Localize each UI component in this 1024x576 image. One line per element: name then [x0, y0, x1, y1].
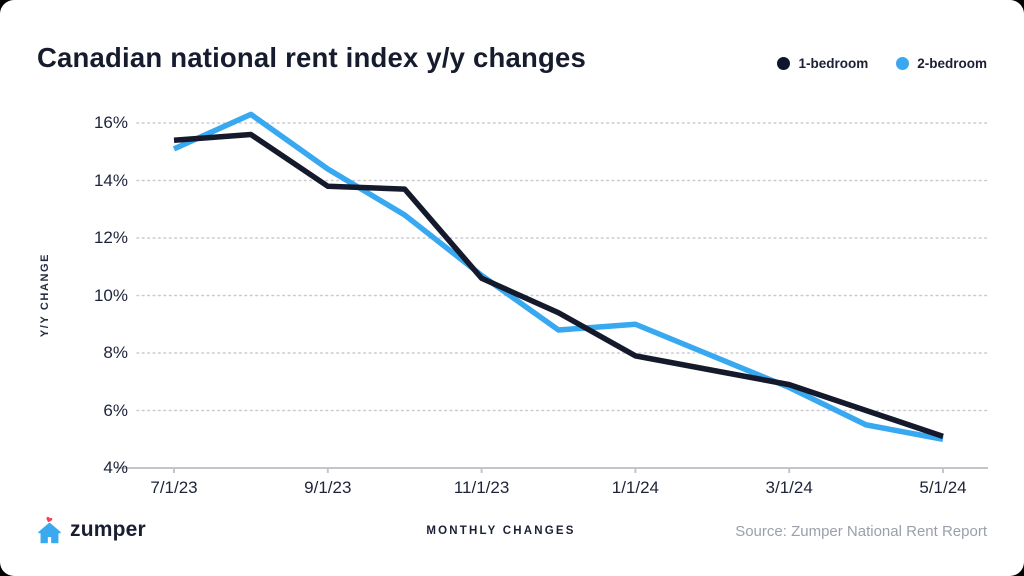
series-line-1-bedroom — [173, 131, 944, 439]
y-tick-label: 12% — [93, 228, 128, 247]
x-tick-label: 3/1/24 — [765, 478, 813, 497]
y-tick-label: 16% — [93, 113, 128, 132]
legend-item-2-bedroom[interactable]: 2-bedroom — [896, 56, 987, 71]
legend-dot-2-bedroom-icon — [896, 57, 910, 70]
legend-label: 2-bedroom — [917, 56, 987, 71]
x-tick-label: 9/1/23 — [304, 478, 352, 497]
source-attribution: Source: Zumper National Rent Report — [735, 523, 987, 540]
zumper-wordmark: zumper — [70, 518, 146, 541]
y-tick-label: 4% — [103, 458, 128, 477]
x-tick-label: 7/1/23 — [150, 478, 198, 497]
legend-item-1-bedroom[interactable]: 1-bedroom — [777, 56, 868, 71]
y-tick-label: 8% — [103, 343, 128, 362]
series-line-2-bedroom — [172, 111, 944, 442]
y-tick-label: 14% — [93, 170, 128, 190]
heart-icon — [46, 516, 53, 523]
y-tick-label: 10% — [93, 285, 128, 305]
legend-dot-1-bedroom-icon — [777, 57, 791, 70]
legend-label: 1-bedroom — [798, 56, 869, 71]
legend: 1-bedroom 2-bedroom — [777, 56, 987, 71]
y-tick-label: 6% — [103, 400, 128, 420]
x-axis-title: MONTHLY CHANGES — [426, 525, 576, 537]
x-tick-label: 1/1/24 — [611, 478, 660, 497]
zumper-logo[interactable]: zumper — [36, 516, 146, 544]
y-axis-title: Y/Y CHANGE — [39, 252, 51, 338]
x-tick-label: 11/1/23 — [453, 478, 510, 497]
house-icon — [38, 522, 61, 544]
zumper-house-icon — [38, 516, 61, 544]
x-tick-label: 5/1/24 — [919, 478, 967, 497]
page-title: Canadian national rent index y/y changes — [37, 42, 586, 73]
